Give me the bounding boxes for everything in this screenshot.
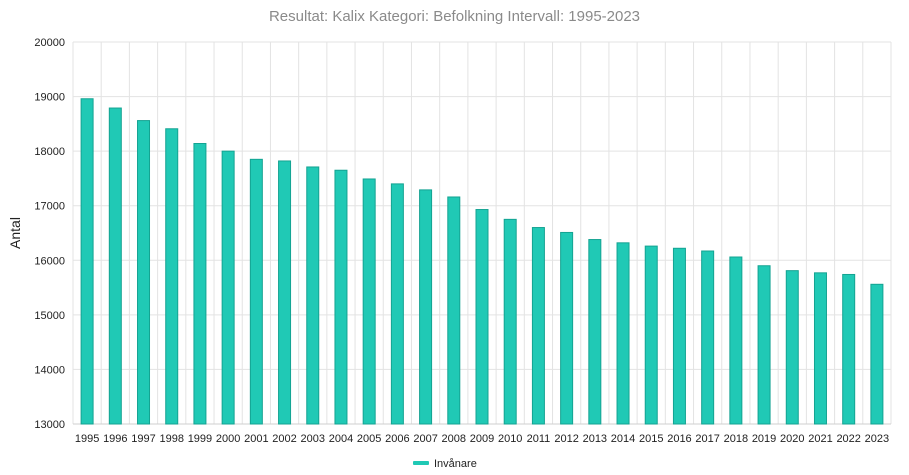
bar-2004[interactable] bbox=[334, 169, 348, 425]
bar-2014[interactable] bbox=[616, 242, 630, 425]
bar-2022[interactable] bbox=[842, 273, 856, 425]
x-tick-label: 2009 bbox=[470, 433, 494, 445]
y-tick-label: 13000 bbox=[34, 419, 65, 431]
y-axis-label: Antal bbox=[7, 217, 23, 249]
x-tick-label: 2016 bbox=[667, 433, 691, 445]
x-tick-label: 2008 bbox=[442, 433, 466, 445]
x-tick-label: 2011 bbox=[527, 433, 551, 445]
x-tick-label: 2007 bbox=[413, 433, 437, 445]
legend-label: Invånare bbox=[434, 458, 477, 470]
bar-2013[interactable] bbox=[588, 239, 602, 425]
bar-2005[interactable] bbox=[362, 178, 376, 425]
bar-2019[interactable] bbox=[757, 265, 771, 425]
x-tick-label: 1997 bbox=[131, 433, 155, 445]
x-tick-label: 1998 bbox=[159, 433, 183, 445]
x-tick-label: 2012 bbox=[554, 433, 578, 445]
x-tick-label: 2005 bbox=[357, 433, 381, 445]
bar-2023[interactable] bbox=[870, 283, 884, 425]
bar-2020[interactable] bbox=[785, 270, 799, 425]
bar-2009[interactable] bbox=[475, 209, 489, 425]
y-tick-label: 19000 bbox=[34, 92, 65, 104]
y-tick-label: 17000 bbox=[34, 201, 65, 213]
bars bbox=[80, 98, 884, 425]
bar-2002[interactable] bbox=[278, 160, 292, 425]
x-tick-label: 2015 bbox=[639, 433, 663, 445]
bar-2016[interactable] bbox=[672, 247, 686, 425]
bar-1997[interactable] bbox=[137, 120, 151, 425]
bar-2010[interactable] bbox=[503, 218, 517, 425]
bar-2000[interactable] bbox=[221, 150, 235, 425]
bar-1999[interactable] bbox=[193, 143, 207, 425]
x-tick-label: 1999 bbox=[188, 433, 212, 445]
x-tick-label: 1996 bbox=[103, 433, 127, 445]
bar-2021[interactable] bbox=[813, 272, 827, 425]
bar-2015[interactable] bbox=[644, 245, 658, 425]
x-tick-label: 2023 bbox=[865, 433, 889, 445]
x-tick-label: 2010 bbox=[498, 433, 522, 445]
y-tick-label: 18000 bbox=[34, 146, 65, 158]
bar-2001[interactable] bbox=[249, 158, 263, 425]
x-tick-label: 2000 bbox=[216, 433, 240, 445]
x-axis-ticks: 1995 1996 1997 1998 1999 2000 2001 2002 2003 2004… bbox=[75, 433, 889, 445]
y-tick-label: 14000 bbox=[34, 364, 65, 376]
x-tick-label: 2019 bbox=[752, 433, 776, 445]
x-tick-label: 2014 bbox=[611, 433, 635, 445]
x-tick-label: 2006 bbox=[385, 433, 409, 445]
x-tick-label: 2004 bbox=[329, 433, 353, 445]
y-axis-ticks: 13000 14000 15000 16000 17000 18000 19000 20000 bbox=[34, 37, 65, 431]
bar-2011[interactable] bbox=[531, 227, 545, 425]
bar-2006[interactable] bbox=[390, 183, 404, 425]
x-tick-label: 2022 bbox=[836, 433, 860, 445]
y-tick-label: 15000 bbox=[34, 310, 65, 322]
bar-1995[interactable] bbox=[80, 98, 94, 425]
x-tick-label: 2002 bbox=[272, 433, 296, 445]
chart-title: Resultat: Kalix Kategori: Befolkning Int… bbox=[268, 8, 641, 25]
bar-1996[interactable] bbox=[108, 107, 122, 425]
x-tick-label: 2021 bbox=[808, 433, 832, 445]
y-tick-label: 16000 bbox=[34, 255, 65, 267]
legend[interactable]: Invånare bbox=[413, 458, 477, 470]
x-tick-label: 2003 bbox=[301, 433, 325, 445]
legend-swatch bbox=[413, 461, 429, 465]
bar-2008[interactable] bbox=[447, 196, 461, 425]
bar-2003[interactable] bbox=[306, 166, 320, 425]
y-tick-label: 20000 bbox=[34, 37, 65, 49]
x-tick-label: 2001 bbox=[244, 433, 268, 445]
bar-1998[interactable] bbox=[165, 128, 179, 425]
bar-2012[interactable] bbox=[560, 231, 574, 425]
x-tick-label: 1995 bbox=[75, 433, 99, 445]
x-tick-label: 2013 bbox=[583, 433, 607, 445]
x-tick-label: 2020 bbox=[780, 433, 804, 445]
bar-2017[interactable] bbox=[701, 250, 715, 425]
x-tick-label: 2018 bbox=[724, 433, 748, 445]
x-tick-label: 2017 bbox=[695, 433, 719, 445]
bar-2007[interactable] bbox=[419, 189, 433, 425]
bar-2018[interactable] bbox=[729, 256, 743, 425]
